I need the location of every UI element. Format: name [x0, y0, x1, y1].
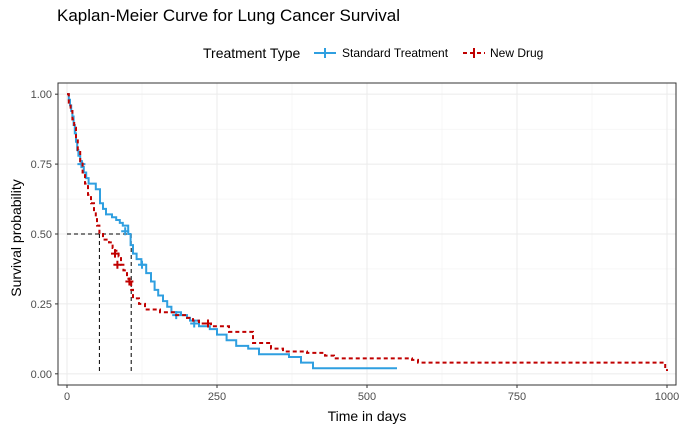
x-tick-label: 750	[508, 391, 526, 403]
censor-mark-standard-treatment	[77, 160, 86, 169]
legend-title: Treatment Type	[203, 45, 300, 61]
x-axis-title: Time in days	[328, 408, 407, 424]
censor-mark-standard-treatment	[138, 260, 146, 269]
chart-title: Kaplan-Meier Curve for Lung Cancer Survi…	[57, 6, 400, 25]
x-tick-label: 1000	[655, 391, 679, 403]
axes: 0 250 500 750 1000 0.00 0.25 0.50 0.75 1.00	[31, 89, 680, 403]
legend: Treatment Type Standard Treatment New Dr…	[203, 45, 543, 61]
gridlines	[58, 83, 676, 385]
x-tick-label: 500	[358, 391, 376, 403]
censor-mark-standard-treatment	[121, 227, 130, 236]
x-tick-label: 250	[208, 391, 226, 403]
censor-mark-new-drug	[111, 249, 119, 258]
censor-mark-new-drug	[113, 260, 122, 269]
censor-mark-new-drug	[204, 319, 212, 328]
y-tick-label: 0.00	[31, 369, 52, 381]
survival-curves	[67, 93, 668, 372]
legend-key-new-drug	[463, 48, 485, 58]
y-tick-label: 0.25	[31, 299, 52, 311]
censor-mark-new-drug	[125, 277, 134, 286]
x-tick-label: 0	[64, 391, 70, 403]
median-reference-lines	[67, 233, 132, 374]
y-axis-title: Survival probability	[8, 179, 24, 297]
legend-key-standard-treatment	[314, 48, 336, 58]
y-tick-label: 0.75	[31, 159, 52, 171]
legend-label-new-drug: New Drug	[490, 46, 543, 60]
km-curve-new-drug	[67, 93, 668, 372]
y-tick-label: 0.50	[31, 229, 52, 241]
legend-label-standard-treatment: Standard Treatment	[342, 46, 449, 60]
y-tick-label: 1.00	[31, 89, 52, 101]
